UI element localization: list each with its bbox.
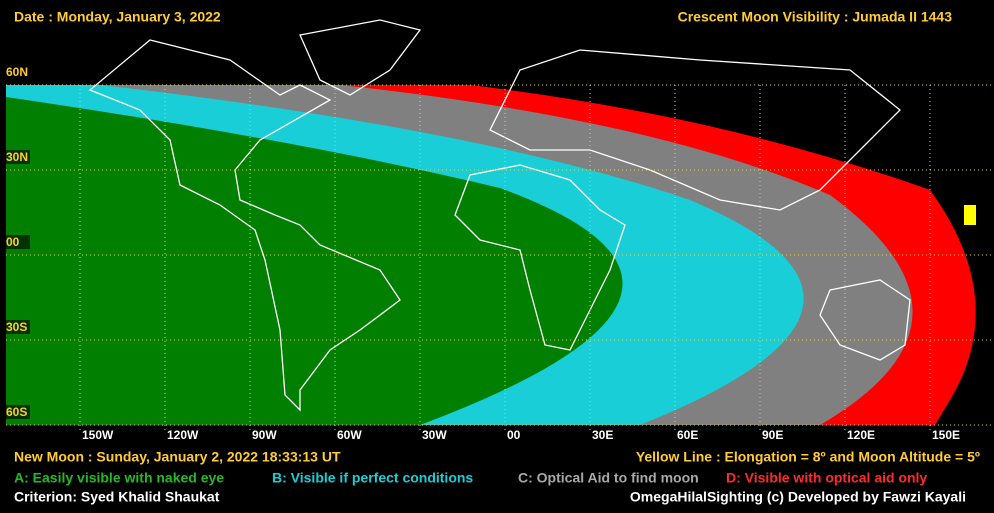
lon-label: 150E — [932, 428, 960, 442]
lon-label: 60E — [677, 428, 698, 442]
americas — [88, 39, 401, 412]
zone-a — [6, 97, 623, 425]
greenland — [299, 19, 422, 96]
new-moon: New Moon : Sunday, January 2, 2022 18:33… — [14, 449, 341, 465]
date: Date : Monday, January 3, 2022 — [14, 9, 221, 25]
lat-label-bg — [4, 405, 30, 419]
lat-label-bg — [4, 235, 30, 249]
lat-label: 30N — [6, 150, 28, 164]
australia — [819, 279, 911, 361]
title: Crescent Moon Visibility : Jumada II 144… — [678, 9, 953, 25]
yellow-line-note: Yellow Line : Elongation = 8º and Moon A… — [636, 449, 980, 465]
lon-label: 30W — [422, 428, 447, 442]
lon-label: 00 — [507, 428, 521, 442]
lon-label: 30E — [592, 428, 613, 442]
legend-c: C: Optical Aid to find moon — [518, 470, 699, 486]
graticule: 60N 30N 00 30S 60S 150W 120W 90W 60W 30W 00 30E 60E 9… — [4, 65, 994, 442]
legend-d: D: Visible with optical aid only — [726, 470, 927, 486]
lat-label-bg — [4, 320, 30, 334]
lat-label: 60N — [6, 65, 28, 79]
lon-label: 120W — [167, 428, 199, 442]
lat-label: 30S — [6, 320, 27, 334]
lon-label: 120E — [847, 428, 875, 442]
eurasia — [489, 49, 901, 211]
legend-a: A: Easily visible with naked eye — [14, 470, 224, 486]
africa — [454, 164, 626, 351]
lon-label: 60W — [337, 428, 362, 442]
coastlines — [88, 19, 911, 412]
credit: OmegaHilalSighting (c) Developed by Fawz… — [630, 489, 966, 505]
yellow-line — [964, 205, 976, 225]
lon-label: 90E — [762, 428, 783, 442]
legend-b: B: Visible if perfect conditions — [272, 470, 473, 486]
lon-label: 90W — [252, 428, 277, 442]
lat-label: 00 — [6, 235, 20, 249]
lat-label: 60S — [6, 405, 27, 419]
lon-label: 150W — [82, 428, 114, 442]
lat-label-bg — [4, 150, 30, 164]
criterion: Criterion: Syed Khalid Shaukat — [14, 489, 220, 505]
lat-label-bg — [4, 65, 30, 79]
